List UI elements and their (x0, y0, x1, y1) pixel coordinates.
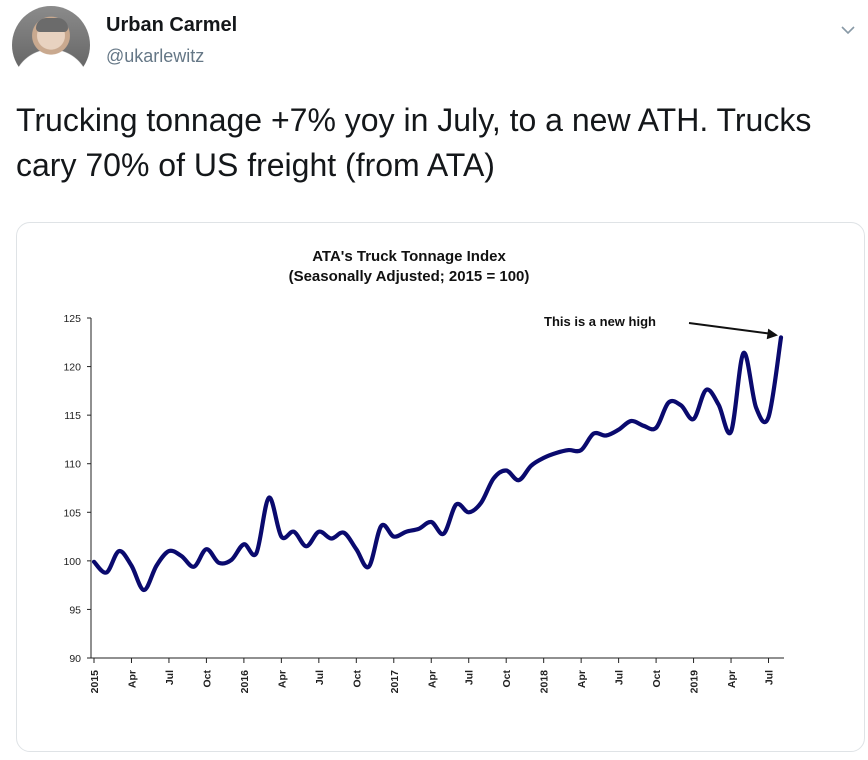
data-point (717, 403, 720, 406)
annotation-arrowhead (766, 328, 778, 340)
x-tick-label: 2016 (239, 670, 251, 694)
data-point (492, 476, 496, 480)
data-point (304, 544, 308, 548)
data-point (205, 547, 208, 551)
data-point (167, 549, 171, 553)
author-name[interactable]: Urban Carmel (106, 14, 238, 36)
x-tick-label: Oct (501, 670, 513, 688)
data-point (254, 551, 258, 555)
x-tick-label: Apr (426, 670, 438, 688)
x-tick-label: 2018 (539, 670, 551, 694)
data-point (667, 401, 670, 404)
chevron-down-icon[interactable] (838, 20, 858, 40)
x-tick-label: Apr (276, 670, 288, 688)
data-point (130, 564, 133, 568)
data-point (354, 547, 358, 551)
data-point (142, 588, 146, 592)
data-point (592, 432, 596, 435)
data-point (417, 527, 421, 531)
data-point (404, 530, 408, 534)
data-point (279, 535, 283, 538)
data-point (554, 451, 558, 455)
avatar[interactable] (12, 6, 90, 84)
y-tick-label: 110 (64, 459, 81, 471)
data-point (379, 524, 383, 528)
tweet-text: Trucking tonnage +7% yoy in July, to a n… (16, 102, 812, 183)
data-point (442, 532, 446, 536)
data-point (579, 448, 583, 452)
data-point (392, 535, 396, 538)
data-point (479, 501, 483, 504)
x-tick-label: Oct (201, 670, 213, 688)
data-point (467, 510, 471, 514)
data-point (105, 571, 108, 574)
y-tick-label: 120 (63, 362, 81, 374)
chart: ATA's Truck Tonnage Index (Seasonally Ad… (63, 248, 784, 694)
data-point (180, 554, 183, 558)
data-point (504, 469, 508, 472)
y-tick-label: 125 (63, 313, 81, 325)
data-point (754, 405, 758, 409)
data-point (679, 404, 683, 407)
x-tick-label: 2015 (89, 670, 101, 694)
data-point (267, 496, 271, 500)
data-point (242, 542, 246, 546)
x-tick-label: Jul (464, 670, 476, 685)
chart-subtitle: (Seasonally Adjusted; 2015 = 100) (289, 268, 530, 285)
data-point (642, 424, 645, 428)
data-point (767, 415, 770, 419)
data-point (217, 561, 221, 565)
data-point (704, 388, 708, 392)
data-point (779, 336, 783, 339)
y-tick-label: 105 (63, 507, 81, 519)
data-point (317, 530, 321, 534)
x-tick-label: 2019 (689, 670, 701, 694)
data-point (517, 478, 521, 482)
data-point (329, 537, 333, 540)
annotation-arrow (688, 322, 769, 335)
series-line (91, 335, 784, 593)
y-tick-label: 115 (64, 410, 81, 422)
data-point (604, 434, 608, 437)
y-tick-label: 100 (63, 556, 81, 568)
data-point (629, 419, 633, 423)
data-point (429, 520, 433, 524)
x-tick-label: Jul (164, 670, 176, 685)
data-point (117, 549, 121, 553)
data-point (742, 351, 745, 355)
data-point (529, 464, 533, 468)
chart-title: ATA's Truck Tonnage Index (312, 248, 506, 265)
x-tick-label: Jul (614, 670, 626, 685)
y-tick-label: 90 (69, 653, 81, 665)
chart-card[interactable]: ATA's Truck Tonnage Index (Seasonally Ad… (16, 222, 865, 752)
x-tick-label: Apr (126, 670, 138, 688)
x-tick-label: Apr (726, 670, 738, 688)
data-point (292, 530, 296, 534)
data-point (567, 448, 571, 452)
data-point (617, 428, 621, 432)
x-tick-label: Oct (651, 670, 663, 688)
data-point (230, 558, 233, 562)
data-point (692, 417, 695, 421)
data-point (729, 430, 733, 434)
author-handle[interactable]: @ukarlewitz (106, 46, 205, 66)
data-point (542, 456, 546, 460)
annotation-text: This is a new high (544, 314, 656, 329)
x-tick-label: Apr (576, 670, 588, 688)
data-point (192, 565, 196, 569)
x-tick-label: Jul (314, 670, 326, 685)
data-point (342, 531, 346, 535)
data-point (367, 565, 371, 569)
y-tick-label: 95 (69, 604, 81, 616)
x-tick-label: 2017 (389, 670, 401, 694)
data-point (654, 426, 658, 430)
data-point (92, 560, 96, 564)
x-tick-label: Jul (764, 670, 776, 685)
x-tick-label: Oct (351, 670, 363, 688)
data-point (155, 564, 158, 568)
data-point (454, 503, 458, 506)
